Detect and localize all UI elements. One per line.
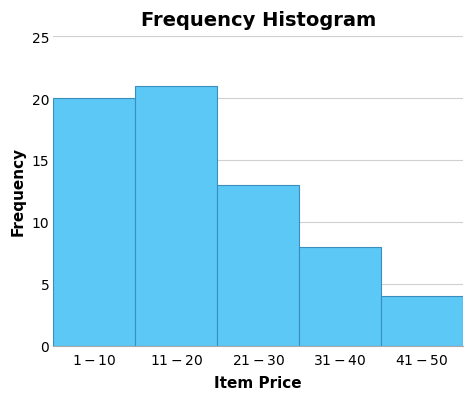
Title: Frequency Histogram: Frequency Histogram xyxy=(141,11,376,30)
Bar xyxy=(381,296,463,346)
Bar xyxy=(136,87,217,346)
Bar xyxy=(299,247,381,346)
X-axis label: Item Price: Item Price xyxy=(214,375,302,390)
Bar xyxy=(217,185,299,346)
Bar xyxy=(54,99,136,346)
Y-axis label: Frequency: Frequency xyxy=(11,147,26,236)
